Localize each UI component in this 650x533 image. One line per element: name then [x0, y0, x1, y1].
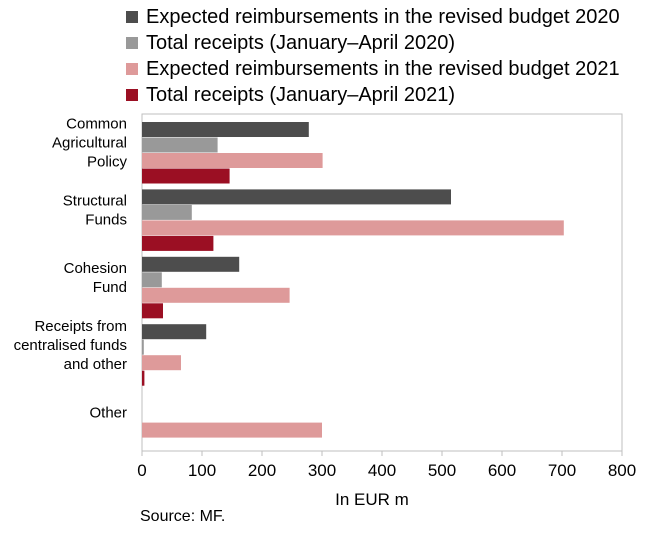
legend-item: Expected reimbursements in the revised b… — [126, 56, 620, 82]
legend-label: Total receipts (January–April 2020) — [146, 31, 456, 54]
legend-label: Total receipts (January–April 2021) — [146, 83, 456, 106]
bar — [142, 168, 230, 184]
bar — [142, 204, 192, 220]
bar — [142, 122, 309, 137]
bar — [142, 303, 163, 319]
legend-item: Total receipts (January–April 2020) — [126, 30, 620, 56]
bar — [142, 355, 181, 371]
category-label: Cohesion Fund — [64, 260, 127, 296]
bar — [142, 324, 207, 340]
bar — [142, 235, 214, 251]
x-tick-label: 0 — [137, 461, 146, 480]
category-label-line: Structural — [63, 193, 127, 210]
legend-swatch — [126, 63, 138, 75]
bar — [142, 256, 240, 272]
category-label: Other — [89, 404, 127, 421]
category-label: Common Agricultural Policy — [52, 116, 128, 171]
legend-item: Expected reimbursements in the revised b… — [126, 4, 620, 30]
bar — [142, 370, 145, 386]
legend-swatch — [126, 37, 138, 49]
source-note: Source: MF. — [140, 508, 226, 525]
category-label-line: and other — [64, 356, 127, 373]
bar — [142, 287, 290, 303]
category-label: Structural Funds — [63, 193, 127, 229]
legend-label: Expected reimbursements in the revised b… — [146, 5, 620, 28]
bar — [142, 272, 162, 288]
category-label-line: Policy — [87, 154, 128, 171]
x-tick-label: 600 — [488, 461, 516, 480]
bar — [142, 339, 144, 355]
category-label-line: Common — [66, 116, 127, 133]
category-label-line: Receipts from — [34, 318, 127, 335]
bar — [142, 220, 564, 236]
category-label: Receipts from centralised funds and other — [14, 318, 127, 373]
x-tick-label: 500 — [428, 461, 456, 480]
category-label-line: Funds — [85, 212, 127, 229]
legend-swatch — [126, 11, 138, 23]
x-tick-label: 400 — [368, 461, 396, 480]
category-label-line: Cohesion — [64, 260, 127, 277]
category-label-line: Agricultural — [52, 135, 127, 152]
bar — [142, 422, 322, 438]
category-label-line: Fund — [93, 279, 127, 296]
bar — [142, 137, 218, 153]
x-tick-label: 100 — [188, 461, 216, 480]
x-tick-label: 300 — [308, 461, 336, 480]
x-tick-label: 200 — [248, 461, 276, 480]
legend-label: Expected reimbursements in the revised b… — [146, 57, 620, 80]
x-axis-title: In EUR m — [335, 490, 409, 509]
legend-item: Total receipts (January–April 2021) — [126, 82, 620, 108]
bar — [142, 153, 323, 168]
chart-legend: Expected reimbursements in the revised b… — [126, 4, 620, 108]
x-tick-label: 800 — [608, 461, 636, 480]
x-tick-label: 700 — [548, 461, 576, 480]
legend-swatch — [126, 89, 138, 101]
category-label-line: centralised funds — [14, 337, 127, 354]
bar — [142, 189, 451, 205]
category-label-line: Other — [89, 404, 127, 421]
